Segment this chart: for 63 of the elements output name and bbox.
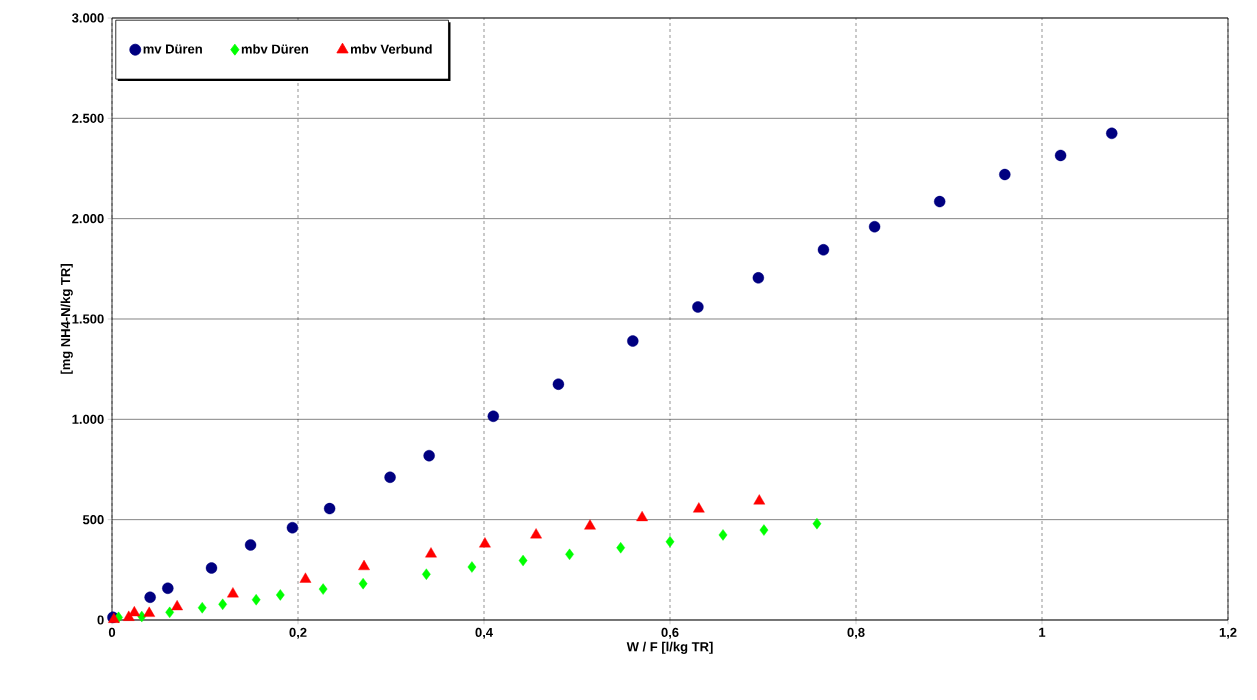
point — [616, 542, 626, 554]
point — [1054, 149, 1067, 162]
point — [299, 572, 312, 583]
point — [358, 577, 368, 590]
point — [467, 561, 477, 573]
point — [422, 568, 431, 580]
y-tick-label: 0 — [97, 615, 104, 625]
point — [627, 335, 639, 347]
point — [693, 502, 705, 513]
point — [999, 168, 1011, 181]
x-tick-label: 0 — [108, 627, 116, 637]
point — [636, 510, 648, 522]
point — [479, 537, 491, 548]
point — [718, 529, 728, 541]
point — [692, 301, 704, 313]
point — [584, 519, 596, 530]
point — [425, 547, 437, 558]
y-tick-label: 500 — [82, 515, 104, 525]
point — [143, 606, 156, 617]
point — [162, 582, 174, 594]
point — [144, 591, 156, 604]
point — [934, 195, 946, 208]
point — [1106, 127, 1118, 140]
point — [384, 471, 396, 484]
point — [868, 220, 881, 233]
point — [552, 378, 565, 390]
point — [487, 410, 500, 423]
point — [251, 594, 261, 606]
point — [752, 272, 765, 284]
y-axis-title: [mg NH4-N/kg TR] — [60, 264, 73, 374]
point — [812, 517, 822, 530]
x-axis-title: W / F [l/kg TR] — [626, 641, 713, 654]
point — [530, 528, 542, 539]
legend-label: mbv Düren — [241, 44, 309, 54]
point — [665, 536, 675, 548]
x-tick-label: 0,6 — [661, 627, 679, 639]
y-tick-label: 2.000 — [72, 214, 104, 224]
point — [286, 521, 299, 534]
point — [244, 539, 257, 551]
point — [518, 554, 528, 567]
point — [205, 562, 218, 574]
y-tick-label: 2.500 — [72, 113, 104, 123]
legend-label: mv Düren — [143, 44, 202, 54]
point — [276, 589, 285, 601]
x-tick-label: 0,4 — [475, 627, 493, 639]
legend-label: mbv Verbund — [350, 44, 432, 54]
x-tick-label: 1,2 — [1219, 627, 1237, 639]
x-tick-label: 0,2 — [289, 627, 307, 639]
point — [753, 494, 766, 505]
x-tick-label: 1 — [1039, 627, 1046, 637]
x-tick-label: 0,8 — [847, 627, 865, 639]
point — [817, 244, 830, 256]
point — [227, 587, 239, 598]
point — [358, 559, 370, 571]
point — [197, 602, 207, 614]
point — [423, 449, 435, 462]
y-tick-label: 1.000 — [72, 414, 104, 424]
y-tick-label: 3.000 — [71, 13, 104, 23]
y-tick-label: 1.500 — [72, 314, 104, 324]
point — [759, 524, 769, 536]
point — [323, 502, 336, 515]
point — [171, 600, 183, 611]
point — [318, 583, 328, 595]
